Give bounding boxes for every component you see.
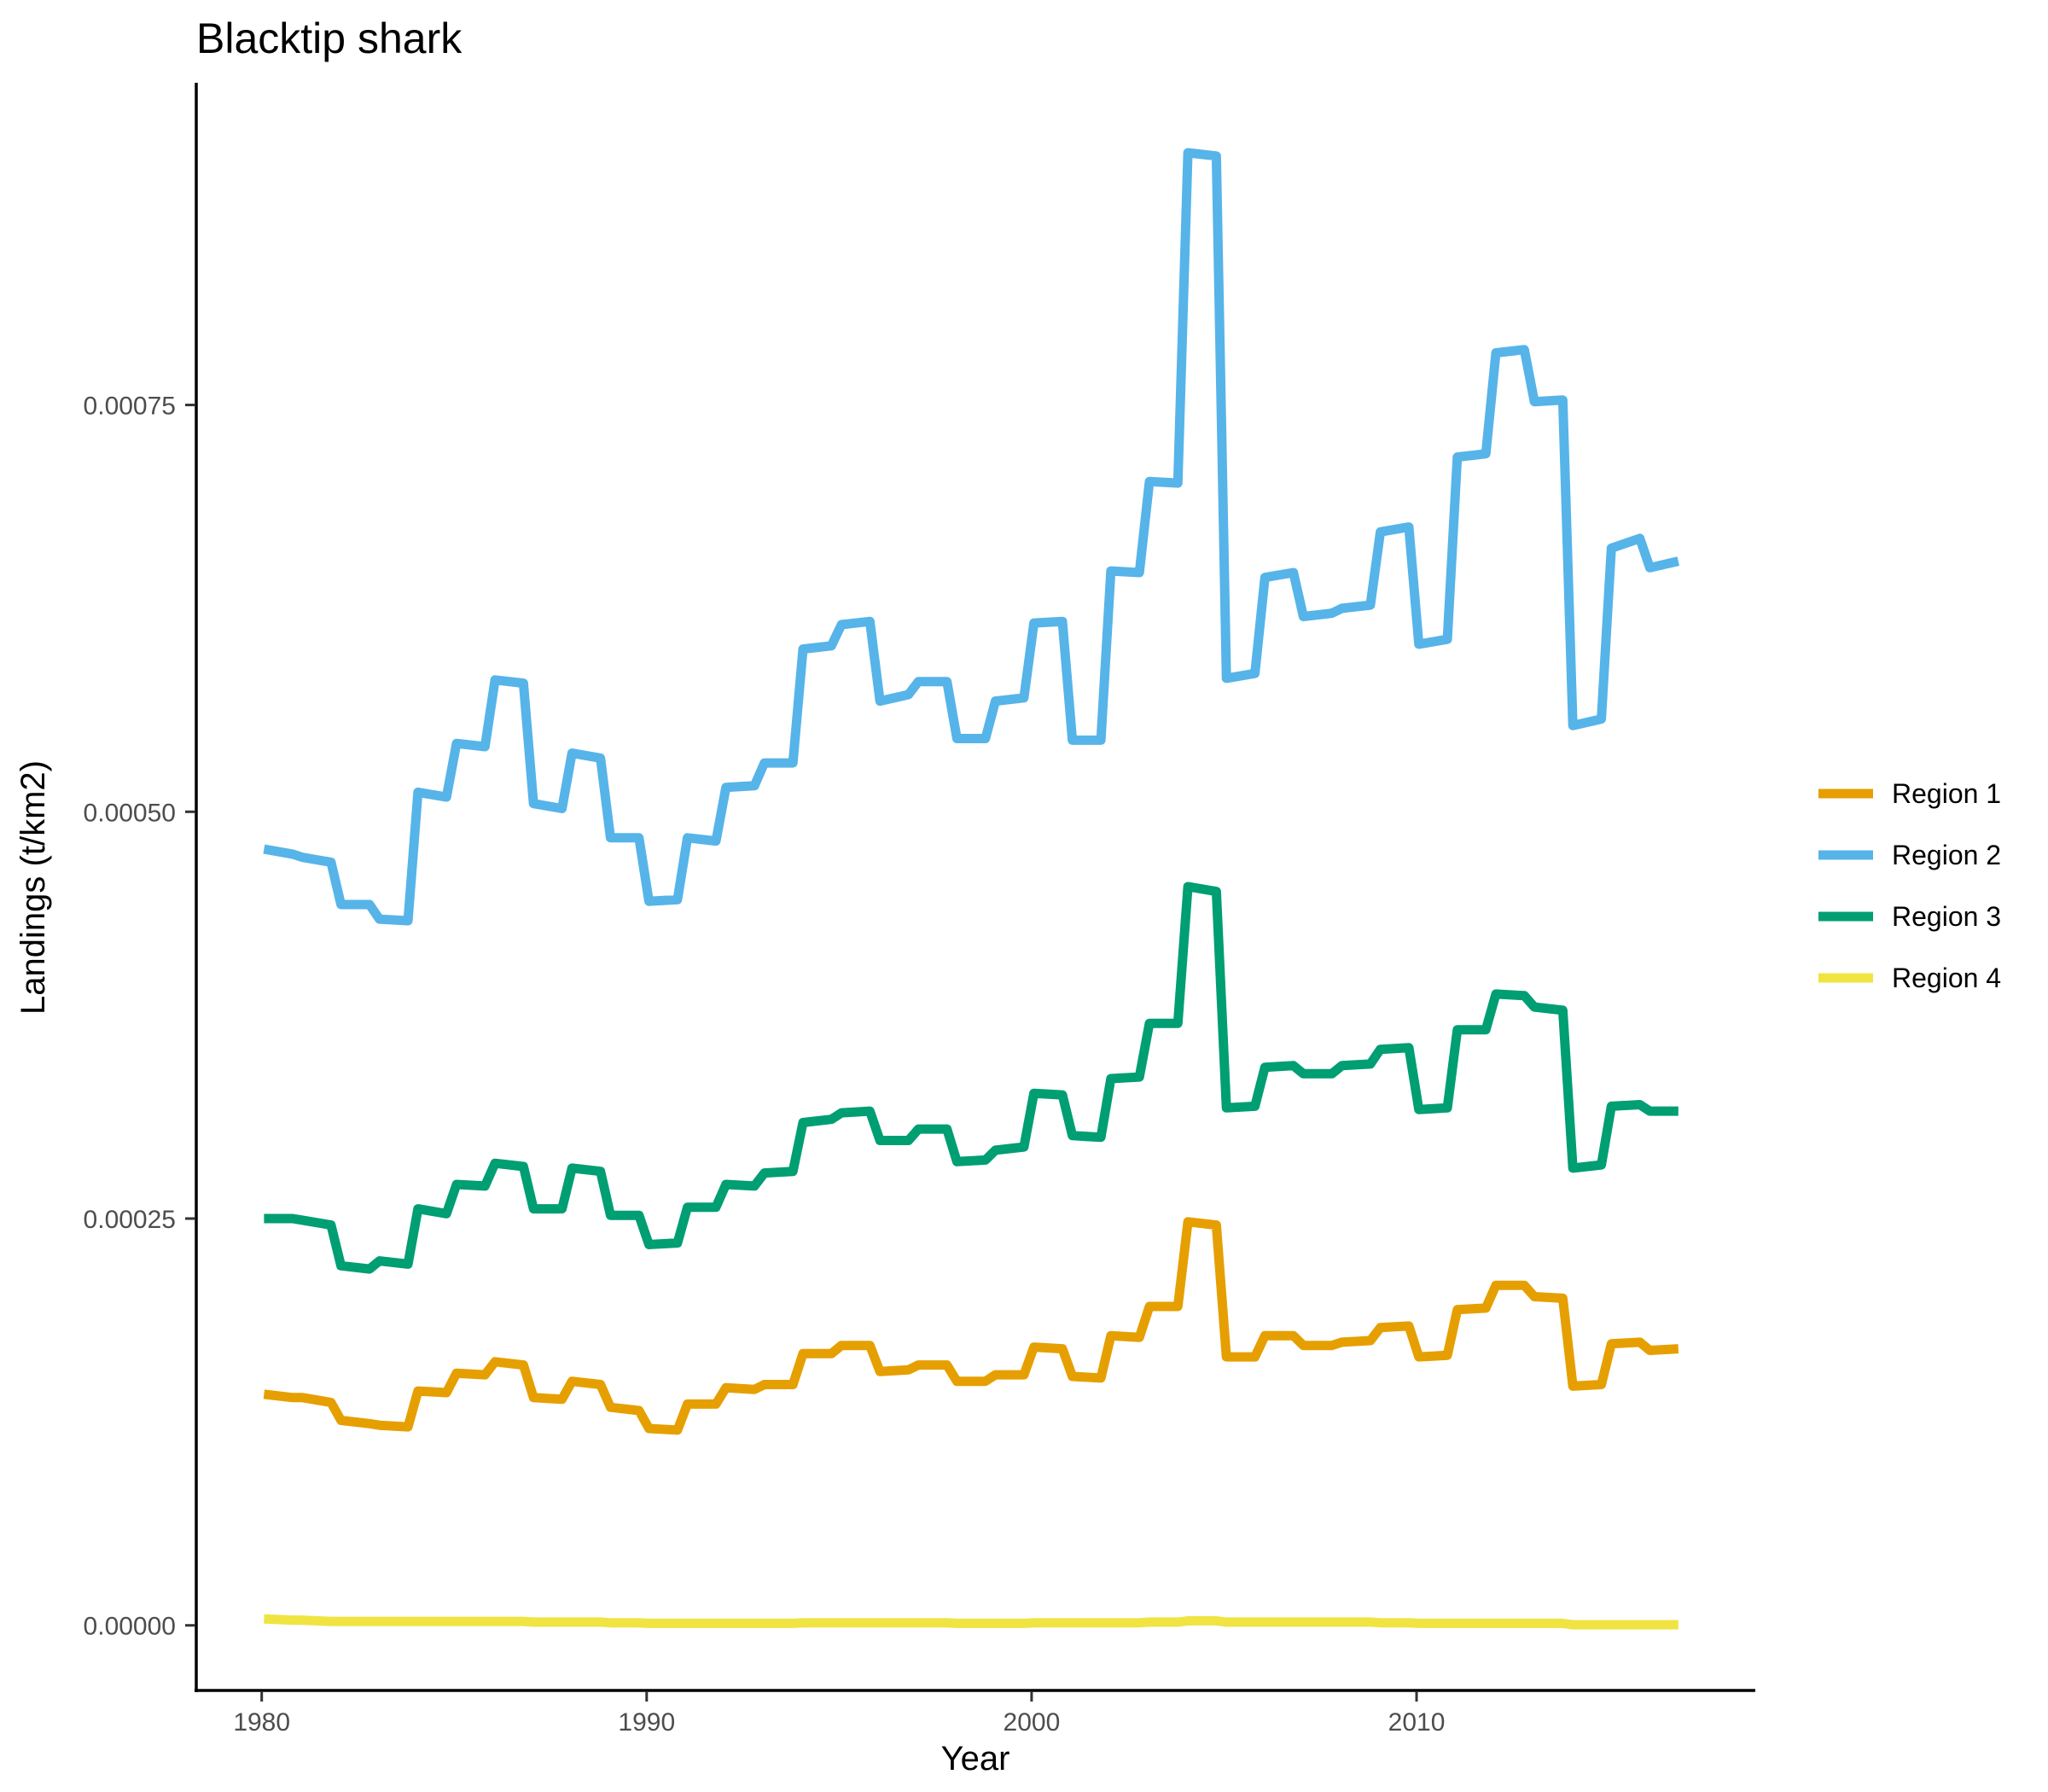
x-tick-label: 1990 [618,1708,675,1737]
legend-label: Region 3 [1892,901,2001,932]
series-line-region-3 [264,881,1679,1274]
x-axis-title: Year [941,1740,1010,1777]
legend-label: Region 4 [1892,963,2001,993]
x-axis-ticks: 1980 1990 2000 2010 [233,1691,1445,1737]
chart-title: Blacktip shark [196,15,463,62]
x-tick-label: 1980 [233,1708,290,1737]
legend-label: Region 2 [1892,840,2001,870]
legend-label: Region 1 [1892,778,2001,809]
y-tick-label: 0.00075 [84,393,176,421]
y-axis-ticks: 0.00000 0.00025 0.00050 0.00075 [84,393,195,1641]
series-group [263,148,1680,1630]
series-line-region-4 [264,1614,1679,1630]
y-tick-label: 0.00000 [84,1613,176,1641]
plot-area: 1980 1990 2000 2010 0.000000.000250.000500.… [84,83,1755,1737]
y-tick-label: 0.00050 [84,799,176,827]
y-axis-title: Landings (t/km2) [15,760,52,1015]
x-tick-label: 2000 [1004,1708,1061,1737]
series-line-region-2 [263,148,1680,926]
series-line-region-1 [263,1217,1679,1435]
legend: Region 1 Region 2 Region 3 Region 4 [1818,778,2001,993]
y-tick-label: 0.00025 [84,1206,176,1234]
x-tick-label: 2010 [1388,1708,1446,1737]
